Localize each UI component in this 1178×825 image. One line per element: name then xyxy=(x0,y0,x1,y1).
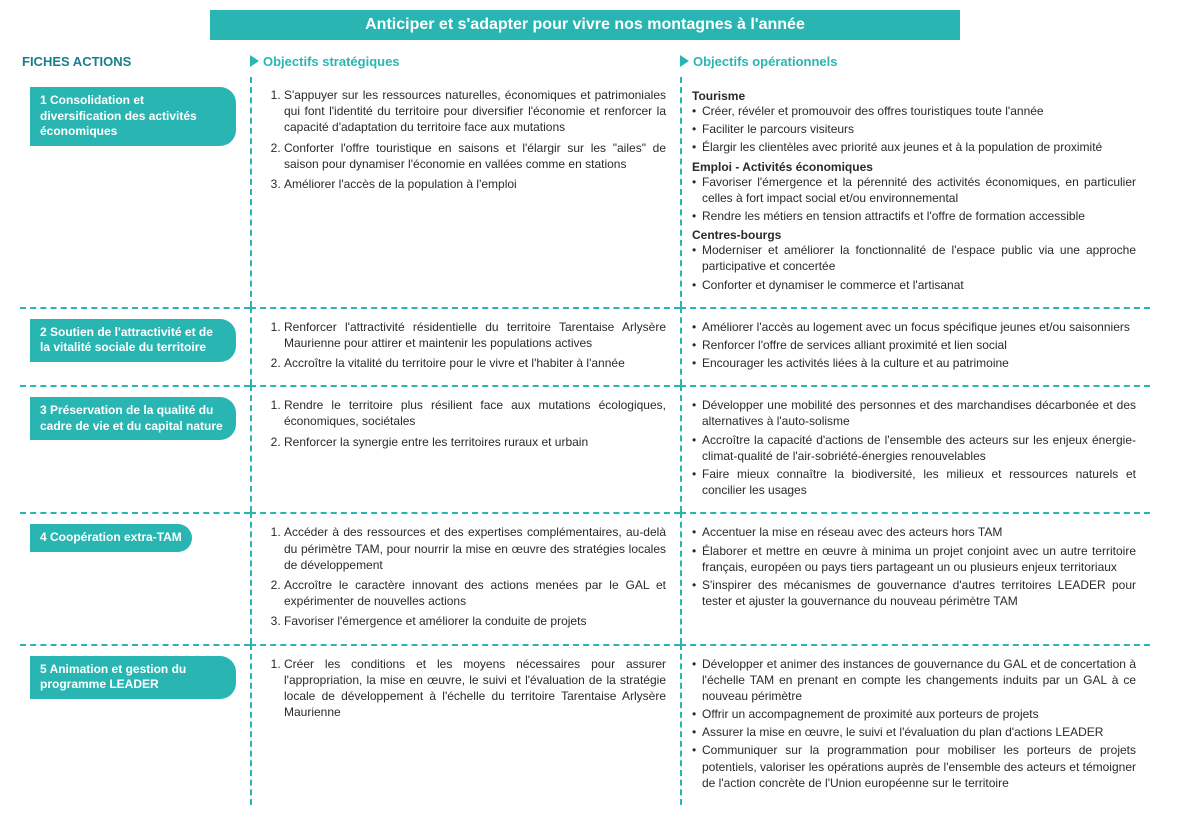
operationnel-item: Moderniser et améliorer la fonctionnalit… xyxy=(692,242,1136,274)
header-strategiques-label: Objectifs stratégiques xyxy=(263,54,400,69)
strategiques-list: Créer les conditions et les moyens néces… xyxy=(262,656,666,721)
strategique-item: Accroître la vitalité du territoire pour… xyxy=(284,355,666,371)
operationnel-item: Assurer la mise en œuvre, le suivi et l'… xyxy=(692,724,1136,740)
operationnel-heading: Tourisme xyxy=(692,89,1136,103)
operationnel-item: Élargir les clientèles avec priorité aux… xyxy=(692,139,1136,155)
operationnel-item: Développer et animer des instances de go… xyxy=(692,656,1136,705)
operationnels-cell: Développer et animer des instances de go… xyxy=(680,644,1150,806)
operationnel-item: Faciliter le parcours visiteurs xyxy=(692,121,1136,137)
fiche-cell: 4 Coopération extra-TAM xyxy=(20,512,250,643)
operationnel-item: Améliorer l'accès au logement avec un fo… xyxy=(692,319,1136,335)
chevron-right-icon xyxy=(250,55,259,67)
strategique-item: Renforcer la synergie entre les territoi… xyxy=(284,434,666,450)
header-fiches: FICHES ACTIONS xyxy=(20,54,250,77)
operationnel-item: Conforter et dynamiser le commerce et l'… xyxy=(692,277,1136,293)
operationnels-cell: Accentuer la mise en réseau avec des act… xyxy=(680,512,1150,643)
operationnel-item: S'inspirer des mécanismes de gouvernance… xyxy=(692,577,1136,609)
fiche-badge: 1 Consolidation et diversification des a… xyxy=(30,87,236,146)
strategique-item: S'appuyer sur les ressources naturelles,… xyxy=(284,87,666,136)
operationnel-item: Offrir un accompagnement de proximité au… xyxy=(692,706,1136,722)
operationnel-item: Accentuer la mise en réseau avec des act… xyxy=(692,524,1136,540)
operationnel-group: Centres-bourgsModerniser et améliorer la… xyxy=(692,228,1136,293)
operationnel-group: Développer et animer des instances de go… xyxy=(692,656,1136,792)
fiche-cell: 3 Préservation de la qualité du cadre de… xyxy=(20,385,250,512)
fiche-badge: 5 Animation et gestion du programme LEAD… xyxy=(30,656,236,699)
operationnel-list: Moderniser et améliorer la fonctionnalit… xyxy=(692,242,1136,293)
header-strategiques: Objectifs stratégiques xyxy=(250,54,680,77)
fiche-badge: 3 Préservation de la qualité du cadre de… xyxy=(30,397,236,440)
strategique-item: Accéder à des ressources et des expertis… xyxy=(284,524,666,573)
strategique-item: Renforcer l'attractivité résidentielle d… xyxy=(284,319,666,351)
operationnel-item: Encourager les activités liées à la cult… xyxy=(692,355,1136,371)
strategiques-list: Renforcer l'attractivité résidentielle d… xyxy=(262,319,666,372)
operationnel-group: Développer une mobilité des personnes et… xyxy=(692,397,1136,498)
operationnel-list: Créer, révéler et promouvoir des offres … xyxy=(692,103,1136,156)
strategiques-cell: Renforcer l'attractivité résidentielle d… xyxy=(250,307,680,386)
operationnel-item: Élaborer et mettre en œuvre à minima un … xyxy=(692,543,1136,575)
operationnel-list: Développer une mobilité des personnes et… xyxy=(692,397,1136,498)
operationnel-item: Faire mieux connaître la biodiversité, l… xyxy=(692,466,1136,498)
strategique-item: Accroître le caractère innovant des acti… xyxy=(284,577,666,609)
page-title: Anticiper et s'adapter pour vivre nos mo… xyxy=(210,10,960,40)
strategique-item: Créer les conditions et les moyens néces… xyxy=(284,656,666,721)
strategique-item: Rendre le territoire plus résilient face… xyxy=(284,397,666,429)
operationnel-list: Améliorer l'accès au logement avec un fo… xyxy=(692,319,1136,372)
operationnel-group: Accentuer la mise en réseau avec des act… xyxy=(692,524,1136,609)
header-operationnels: Objectifs opérationnels xyxy=(680,54,1150,77)
operationnel-heading: Emploi - Activités économiques xyxy=(692,160,1136,174)
operationnel-group: TourismeCréer, révéler et promouvoir des… xyxy=(692,89,1136,156)
operationnel-list: Accentuer la mise en réseau avec des act… xyxy=(692,524,1136,609)
operationnels-cell: TourismeCréer, révéler et promouvoir des… xyxy=(680,77,1150,307)
fiche-cell: 2 Soutien de l'attractivité et de la vit… xyxy=(20,307,250,386)
operationnels-cell: Améliorer l'accès au logement avec un fo… xyxy=(680,307,1150,386)
fiche-badge: 2 Soutien de l'attractivité et de la vit… xyxy=(30,319,236,362)
operationnel-item: Favoriser l'émergence et la pérennité de… xyxy=(692,174,1136,206)
operationnel-heading: Centres-bourgs xyxy=(692,228,1136,242)
strategiques-cell: Créer les conditions et les moyens néces… xyxy=(250,644,680,806)
operationnel-item: Communiquer sur la programmation pour mo… xyxy=(692,742,1136,791)
operationnel-item: Rendre les métiers en tension attractifs… xyxy=(692,208,1136,224)
header-operationnels-label: Objectifs opérationnels xyxy=(693,54,837,69)
operationnel-item: Accroître la capacité d'actions de l'ens… xyxy=(692,432,1136,464)
operationnel-item: Développer une mobilité des personnes et… xyxy=(692,397,1136,429)
strategiques-cell: Rendre le territoire plus résilient face… xyxy=(250,385,680,512)
strategique-item: Améliorer l'accès de la population à l'e… xyxy=(284,176,666,192)
fiche-cell: 1 Consolidation et diversification des a… xyxy=(20,77,250,307)
fiche-badge: 4 Coopération extra-TAM xyxy=(30,524,192,552)
operationnel-list: Développer et animer des instances de go… xyxy=(692,656,1136,792)
operationnel-item: Renforcer l'offre de services alliant pr… xyxy=(692,337,1136,353)
fiche-cell: 5 Animation et gestion du programme LEAD… xyxy=(20,644,250,806)
operationnel-group: Améliorer l'accès au logement avec un fo… xyxy=(692,319,1136,372)
operationnels-cell: Développer une mobilité des personnes et… xyxy=(680,385,1150,512)
strategiques-cell: S'appuyer sur les ressources naturelles,… xyxy=(250,77,680,307)
strategiques-list: Rendre le territoire plus résilient face… xyxy=(262,397,666,450)
strategiques-cell: Accéder à des ressources et des expertis… xyxy=(250,512,680,643)
operationnel-list: Favoriser l'émergence et la pérennité de… xyxy=(692,174,1136,225)
chevron-right-icon xyxy=(680,55,689,67)
strategiques-list: S'appuyer sur les ressources naturelles,… xyxy=(262,87,666,192)
strategique-item: Favoriser l'émergence et améliorer la co… xyxy=(284,613,666,629)
operationnel-item: Créer, révéler et promouvoir des offres … xyxy=(692,103,1136,119)
strategiques-list: Accéder à des ressources et des expertis… xyxy=(262,524,666,629)
content-grid: FICHES ACTIONS Objectifs stratégiques Ob… xyxy=(20,54,1158,805)
operationnel-group: Emploi - Activités économiquesFavoriser … xyxy=(692,160,1136,225)
strategique-item: Conforter l'offre touristique en saisons… xyxy=(284,140,666,172)
